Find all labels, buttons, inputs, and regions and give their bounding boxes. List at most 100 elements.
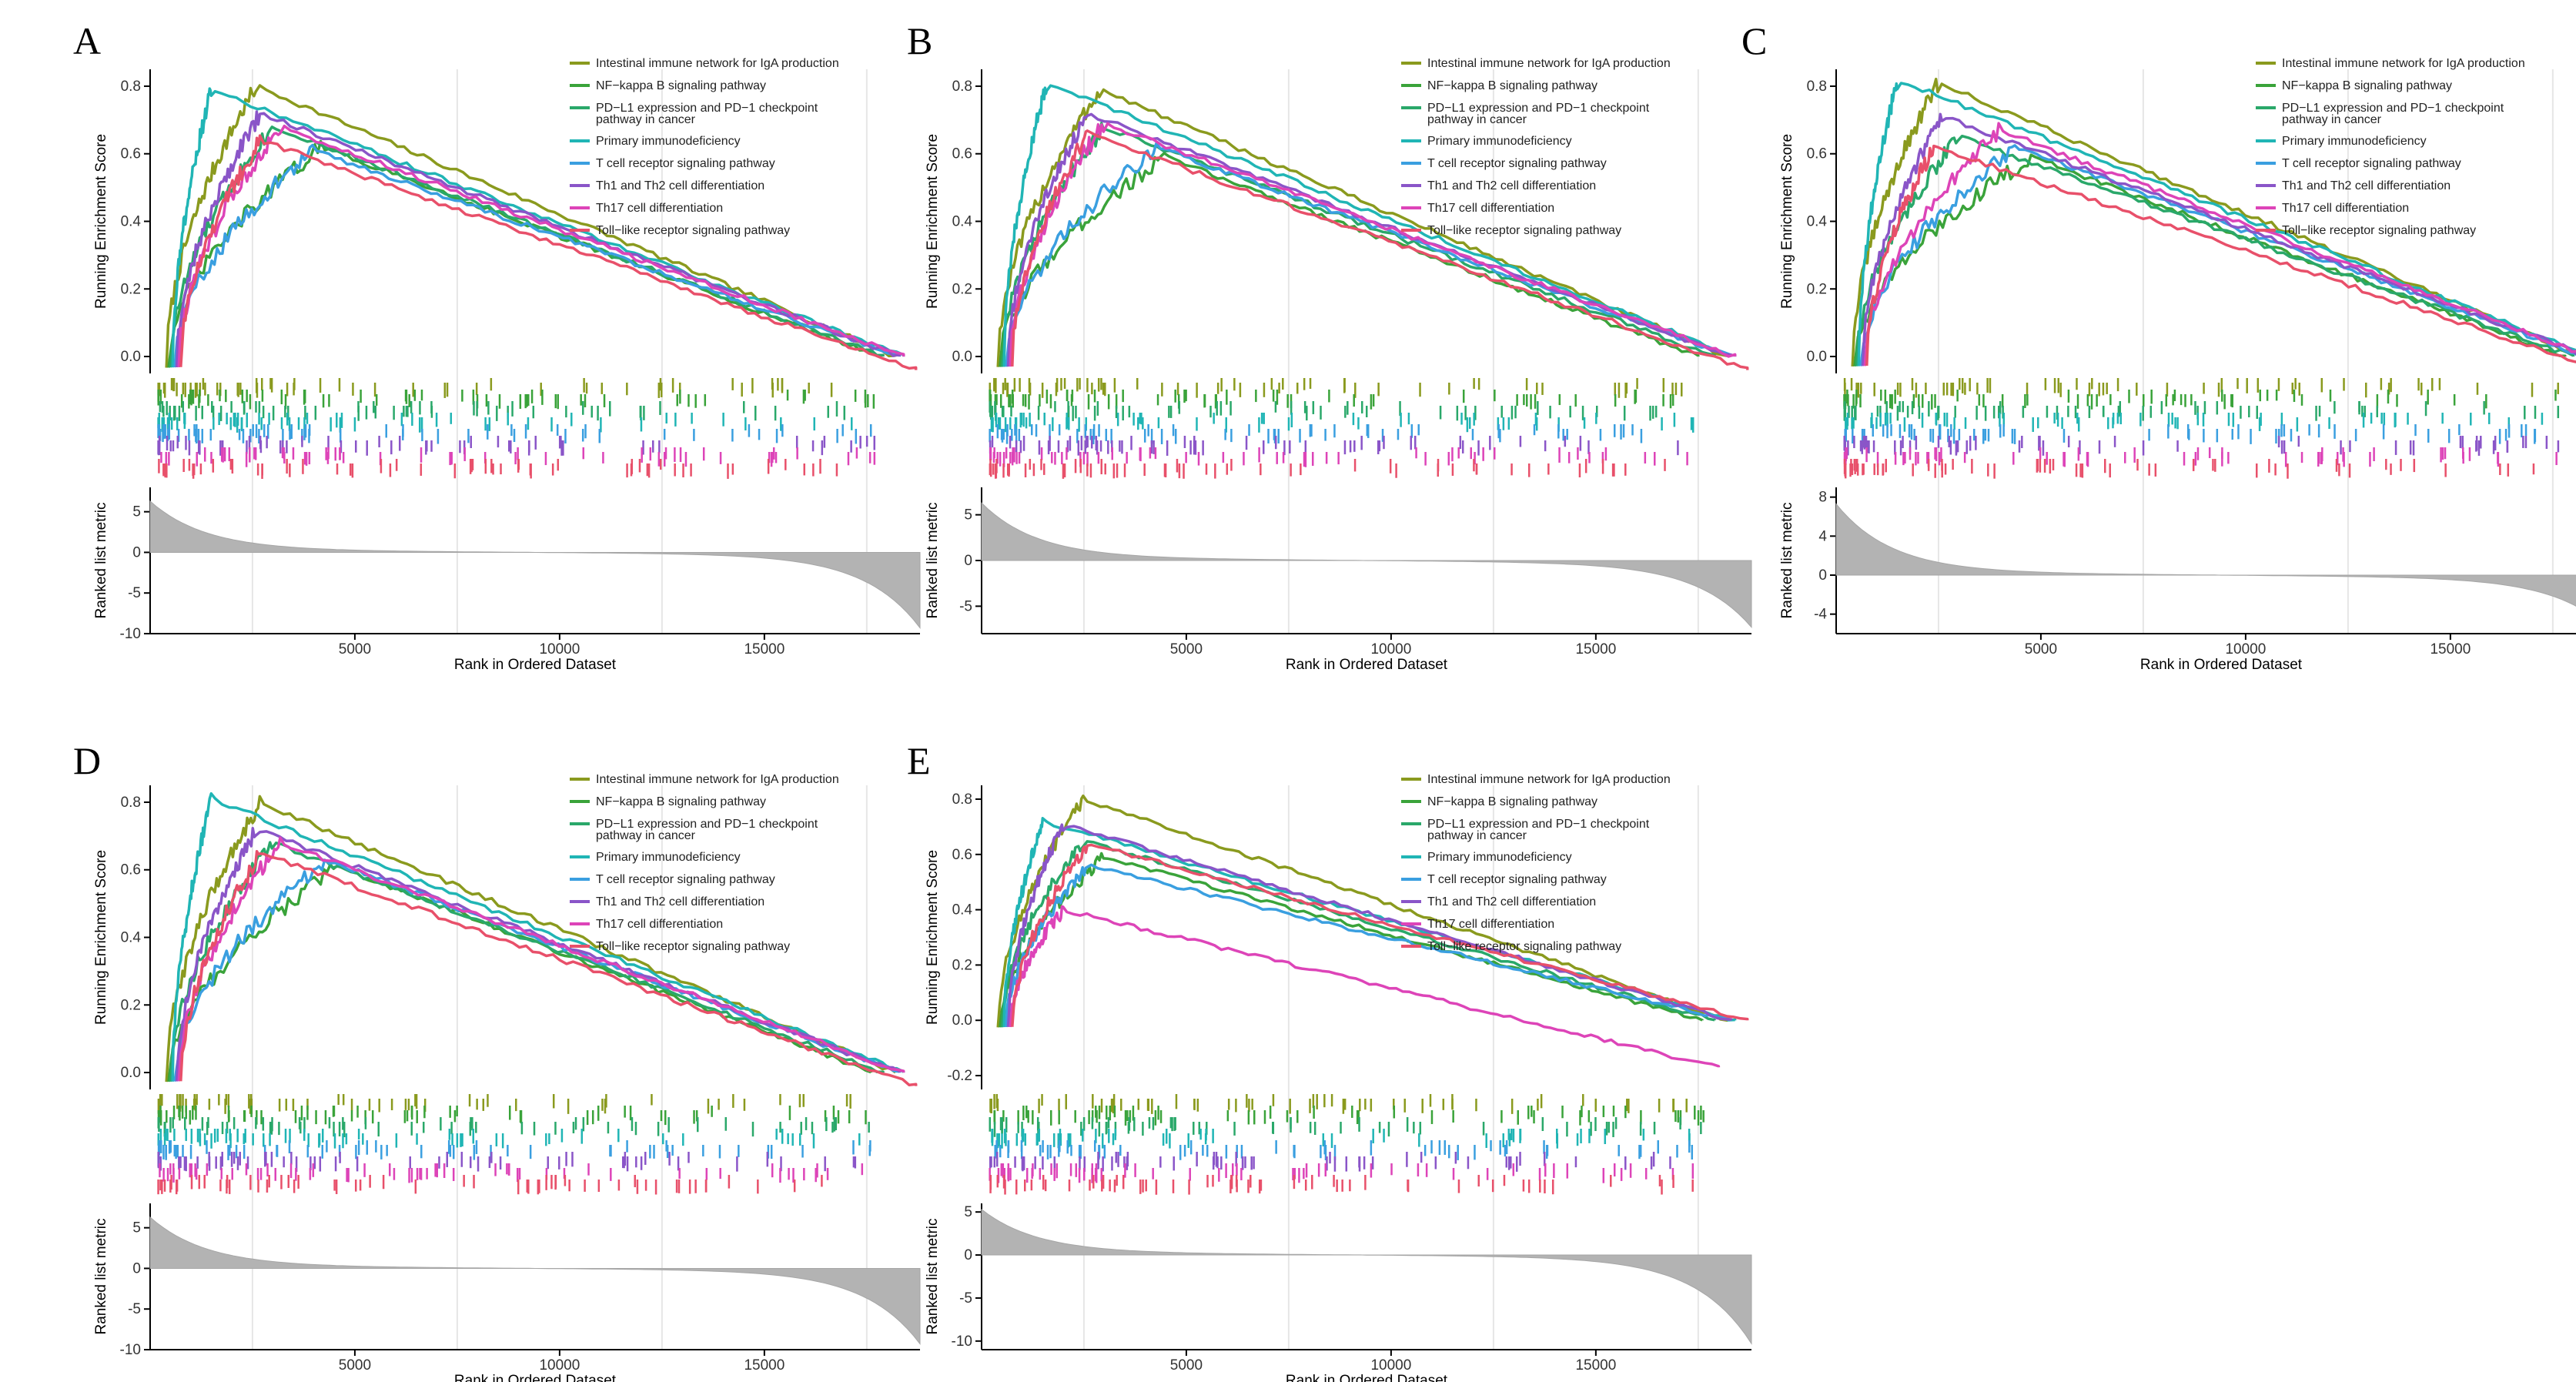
- score-y-tick-label: 0.8: [1807, 79, 1827, 95]
- legend-label-t-cell-receptor-signaling-pathway: T cell receptor signaling pathway: [1427, 157, 1607, 170]
- panel-letter: D: [73, 739, 101, 782]
- score-y-tick-label: 0.4: [952, 214, 973, 230]
- gsea-panel-d: D 0.0 0.2 0.4 0.6 0.8 Running Enrichment Score…: [73, 739, 921, 1382]
- score-y-tick-label: 0.2: [1807, 281, 1827, 297]
- x-tick-label: 10000: [1370, 641, 1411, 658]
- x-tick-label: 10000: [1370, 1357, 1411, 1374]
- metric-y-tick-label: 5: [132, 1220, 141, 1236]
- metric-y-axis-label: Ranked list metric: [93, 1219, 109, 1335]
- es-curve-th1-and-th2-cell-differentiation: [1861, 112, 2576, 366]
- metric-y-tick-label: -10: [120, 1342, 141, 1358]
- score-y-tick-label: 0.2: [121, 997, 141, 1013]
- score-y-tick-label: 0.4: [952, 902, 973, 919]
- panel-letter: E: [907, 739, 931, 782]
- es-curve-primary-immunodeficiency: [1002, 84, 1737, 367]
- metric-y-tick-label: 0: [132, 544, 141, 560]
- legend-label-intestinal-immune-network-for-iga-production: Intestinal immune network for IgA produc…: [1427, 773, 1671, 786]
- es-curve-intestinal-immune-network-for-iga-production: [165, 795, 897, 1083]
- es-curve-nf-kappa-b-signaling-pathway: [167, 863, 872, 1083]
- metric-y-tick-label: 0: [1818, 567, 1827, 584]
- legend-label-intestinal-immune-network-for-iga-production: Intestinal immune network for IgA produc…: [596, 57, 839, 70]
- legend-label-toll-like-receptor-signaling-pathway: Toll−like receptor signaling pathway: [2282, 224, 2476, 237]
- x-tick-label: 10000: [2225, 641, 2266, 658]
- panel-letter: A: [73, 19, 101, 62]
- gsea-panel-a: A 0.0 0.2 0.4 0.6 0.8 Running Enrichment Score…: [73, 19, 921, 673]
- metric-y-tick-label: -5: [128, 1301, 141, 1317]
- legend-label-toll-like-receptor-signaling-pathway: Toll−like receptor signaling pathway: [1427, 224, 1621, 237]
- es-curve-toll-like-receptor-signaling-pathway: [1011, 129, 1749, 370]
- x-axis-label: Rank in Ordered Dataset: [1286, 657, 1448, 673]
- legend-label-t-cell-receptor-signaling-pathway: T cell receptor signaling pathway: [2282, 157, 2461, 170]
- x-tick-label: 10000: [539, 1357, 580, 1374]
- score-y-tick-label: 0.2: [121, 281, 141, 297]
- metric-y-axis-label: Ranked list metric: [1779, 503, 1795, 619]
- es-curve-pd-l1-expression-and-pd-1-checkpoint-pathway-in-cancer: [169, 125, 885, 368]
- metric-y-tick-label: 5: [964, 1204, 972, 1220]
- panel-letter: C: [1741, 19, 1767, 62]
- legend-label-nf-kappa-b-signaling-pathway: NF−kappa B signaling pathway: [1427, 79, 1597, 92]
- score-y-axis-label: Running Enrichment Score: [925, 850, 941, 1025]
- metric-y-tick-label: 0: [132, 1260, 141, 1277]
- legend-label-primary-immunodeficiency: Primary immunodeficiency: [596, 851, 741, 864]
- legend-label-intestinal-immune-network-for-iga-production: Intestinal immune network for IgA produc…: [596, 773, 839, 786]
- es-curve-nf-kappa-b-signaling-pathway: [1853, 153, 2567, 366]
- legend-label-t-cell-receptor-signaling-pathway: T cell receptor signaling pathway: [596, 157, 775, 170]
- score-y-tick-label: 0.0: [952, 1012, 972, 1029]
- metric-y-tick-label: -5: [959, 1290, 972, 1307]
- es-curve-t-cell-receptor-signaling-pathway: [1005, 863, 1733, 1028]
- metric-y-tick-label: -5: [959, 598, 972, 614]
- legend-label-primary-immunodeficiency: Primary immunodeficiency: [1427, 851, 1572, 864]
- ranked-metric-area: [981, 502, 1752, 629]
- legend-label-primary-immunodeficiency: Primary immunodeficiency: [596, 135, 741, 148]
- legend-label-th1-and-th2-cell-differentiation: Th1 and Th2 cell differentiation: [2282, 179, 2451, 192]
- es-curve-toll-like-receptor-signaling-pathway: [179, 134, 918, 370]
- x-tick-label: 5000: [2025, 641, 2057, 658]
- score-y-tick-label: 0.2: [952, 281, 972, 297]
- score-y-tick-label: 0.8: [121, 795, 141, 811]
- legend-label-pd-l1-expression-and-pd-1-checkpoint-pathway-in-cancer: PD−L1 expression and PD−1 checkpoint path…: [1427, 102, 1650, 126]
- legend-label-toll-like-receptor-signaling-pathway: Toll−like receptor signaling pathway: [596, 224, 790, 237]
- legend-label-th1-and-th2-cell-differentiation: Th1 and Th2 cell differentiation: [1427, 895, 1596, 909]
- legend-label-toll-like-receptor-signaling-pathway: Toll−like receptor signaling pathway: [1427, 940, 1621, 953]
- x-tick-label: 10000: [539, 641, 580, 658]
- es-curve-intestinal-immune-network-for-iga-production: [165, 84, 897, 368]
- es-curve-toll-like-receptor-signaling-pathway: [179, 849, 918, 1087]
- score-y-axis-label: Running Enrichment Score: [93, 134, 109, 309]
- legend-label-nf-kappa-b-signaling-pathway: NF−kappa B signaling pathway: [596, 795, 766, 808]
- legend-label-th17-cell-differentiation: Th17 cell differentiation: [2282, 202, 2409, 215]
- metric-y-tick-label: 0: [964, 1247, 972, 1263]
- ranked-metric-area: [149, 500, 921, 630]
- legend-label-toll-like-receptor-signaling-pathway: Toll−like receptor signaling pathway: [596, 940, 790, 953]
- metric-y-axis-label: Ranked list metric: [925, 1219, 941, 1335]
- legend-label-pd-l1-expression-and-pd-1-checkpoint-pathway-in-cancer: PD−L1 expression and PD−1 checkpoint path…: [596, 818, 818, 842]
- metric-y-tick-label: 0: [964, 553, 972, 569]
- metric-y-tick-label: 5: [132, 504, 141, 520]
- x-tick-label: 5000: [1170, 1357, 1203, 1374]
- es-curve-toll-like-receptor-signaling-pathway: [1865, 144, 2576, 366]
- x-axis-label: Rank in Ordered Dataset: [454, 1373, 617, 1382]
- legend-label-th17-cell-differentiation: Th17 cell differentiation: [596, 202, 723, 215]
- score-y-tick-label: 0.0: [952, 349, 972, 365]
- score-y-tick-label: 0.4: [1807, 214, 1828, 230]
- ranked-metric-area: [1835, 503, 2576, 607]
- score-y-tick-label: 0.8: [952, 791, 972, 808]
- metric-y-axis-label: Ranked list metric: [93, 503, 109, 619]
- es-curve-intestinal-immune-network-for-iga-production: [996, 794, 1728, 1028]
- x-tick-label: 5000: [339, 641, 371, 658]
- es-curve-th17-cell-differentiation: [1863, 122, 2576, 366]
- legend-label-pd-l1-expression-and-pd-1-checkpoint-pathway-in-cancer: PD−L1 expression and PD−1 checkpoint path…: [1427, 818, 1650, 842]
- score-y-tick-label: 0.6: [1807, 146, 1827, 162]
- score-y-tick-label: 0.0: [121, 1065, 141, 1081]
- score-y-tick-label: 0.8: [952, 79, 972, 95]
- es-curve-primary-immunodeficiency: [171, 791, 905, 1082]
- legend-label-primary-immunodeficiency: Primary immunodeficiency: [1427, 135, 1572, 148]
- es-curve-t-cell-receptor-signaling-pathway: [1859, 144, 2576, 366]
- legend-label-nf-kappa-b-signaling-pathway: NF−kappa B signaling pathway: [596, 79, 766, 92]
- score-y-tick-label: 0.0: [121, 349, 141, 365]
- panel-letter: B: [907, 19, 932, 62]
- metric-y-tick-label: -10: [952, 1333, 972, 1350]
- es-curve-th17-cell-differentiation: [1009, 905, 1721, 1068]
- es-curve-th17-cell-differentiation: [177, 124, 905, 367]
- score-y-tick-label: -0.2: [947, 1068, 972, 1084]
